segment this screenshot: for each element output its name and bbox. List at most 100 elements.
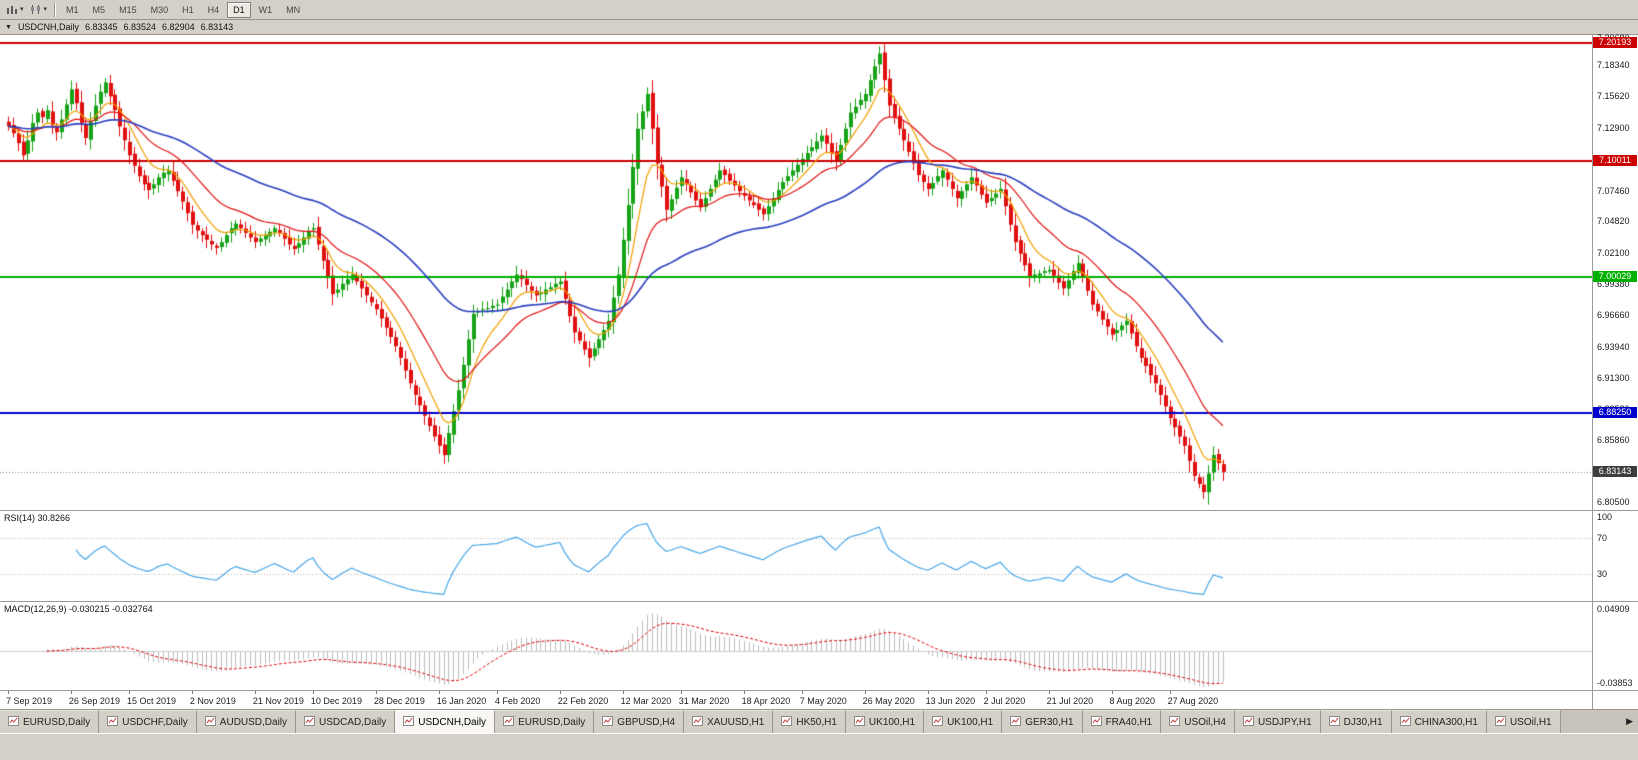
chart-tab-usoil-h4[interactable]: USOil,H4 bbox=[1161, 710, 1235, 734]
price-tick: 7.04820 bbox=[1597, 216, 1630, 227]
chart-tab-xauusd-h1[interactable]: XAUUSD,H1 bbox=[684, 710, 774, 734]
date-tick bbox=[129, 691, 130, 694]
timeframe-button-m1[interactable]: M1 bbox=[66, 4, 79, 15]
date-label: 4 Feb 2020 bbox=[494, 696, 541, 706]
macd-tick: -0.03853 bbox=[1597, 677, 1633, 688]
chart-tab-china300-h1[interactable]: CHINA300,H1 bbox=[1391, 710, 1487, 734]
timeframe-button-m15[interactable]: M15 bbox=[119, 4, 137, 15]
price-tick: 6.91300 bbox=[1597, 372, 1630, 383]
ohlc-close: 6.83143 bbox=[200, 22, 234, 32]
date-label: 16 Jan 2020 bbox=[436, 696, 487, 706]
price-chart-canvas[interactable] bbox=[0, 35, 1592, 510]
chart-symbol-label: USDCNH,Daily bbox=[17, 22, 79, 32]
chart-tab-hk50-h1[interactable]: HK50,H1 bbox=[773, 710, 846, 734]
chart-tab-usdcad-daily[interactable]: USDCAD,Daily bbox=[296, 710, 396, 734]
chart-tab-gbpusd-h4[interactable]: GBPUSD,H4 bbox=[594, 710, 685, 734]
chart-tab-label: USDCHF,Daily bbox=[122, 717, 188, 728]
chart-tab-eurusd-daily[interactable]: EURUSD,Daily bbox=[495, 710, 595, 734]
rsi-tick: 100 bbox=[1597, 512, 1613, 522]
date-axis: 7 Sep 2019 26 Sep 2019 15 Oct 2019 2 Nov 20… bbox=[0, 691, 1638, 709]
timeframe-button-m30[interactable]: M30 bbox=[150, 4, 169, 15]
panel-divider[interactable] bbox=[0, 601, 1638, 602]
chart-tab-usdchf-daily[interactable]: USDCHF,Daily bbox=[99, 710, 197, 734]
price-tick: 6.93940 bbox=[1597, 341, 1630, 352]
chart-tab-icon bbox=[1169, 716, 1181, 729]
chart-tab-fra40-h1[interactable]: FRA40,H1 bbox=[1082, 710, 1162, 734]
chart-tab-icon bbox=[403, 716, 415, 729]
rsi-canvas[interactable] bbox=[0, 511, 1592, 601]
chart-tab-label: USDCNH,Daily bbox=[418, 717, 487, 728]
chart-tab-bar: EURUSD,Daily USDCHF,Daily AUDUSD,Daily USDC… bbox=[0, 709, 1638, 734]
date-tick bbox=[1169, 691, 1171, 694]
chart-tab-label: FRA40,H1 bbox=[1105, 717, 1153, 728]
chart-tab-usdcnh-daily[interactable]: USDCNH,Daily bbox=[395, 710, 496, 734]
macd-label: MACD(12,26,9) -0.030215 -0.032764 bbox=[4, 604, 153, 614]
date-label: 21 Jul 2020 bbox=[1046, 696, 1094, 706]
chart-tab-uk100-h1[interactable]: UK100,H1 bbox=[845, 710, 925, 734]
panel-divider[interactable] bbox=[0, 510, 1638, 511]
price-tick: 6.96660 bbox=[1597, 310, 1630, 321]
date-tick bbox=[559, 691, 561, 694]
chart-tab-usdjpy-h1[interactable]: USDJPY,H1 bbox=[1234, 710, 1321, 734]
status-bar bbox=[0, 733, 1638, 760]
chart-tab-uk100-h1[interactable]: UK100,H1 bbox=[924, 710, 1003, 734]
ohlc-high: 6.83524 bbox=[123, 22, 157, 32]
timeframe-button-m5[interactable]: M5 bbox=[92, 4, 106, 15]
chart-tab-audusd-daily[interactable]: AUDUSD,Daily bbox=[196, 710, 297, 734]
price-tick: 7.18340 bbox=[1597, 59, 1630, 70]
date-tick bbox=[8, 691, 9, 694]
chart-tab-icon bbox=[8, 716, 19, 729]
timeframe-button-h1[interactable]: H1 bbox=[182, 4, 194, 15]
chart-tab-label: GER30,H1 bbox=[1025, 717, 1074, 728]
chart-tab-ger30-h1[interactable]: GER30,H1 bbox=[1002, 710, 1083, 734]
rsi-label: RSI(14) 30.8266 bbox=[4, 513, 71, 523]
macd-canvas[interactable] bbox=[0, 602, 1592, 690]
chart-type-button[interactable]: ▾ bbox=[27, 3, 51, 16]
date-tick bbox=[801, 691, 803, 694]
chart-tab-dj30-h1[interactable]: DJ30,H1 bbox=[1320, 710, 1392, 734]
date-tick bbox=[70, 691, 72, 694]
chart-tab-icon bbox=[932, 716, 944, 729]
date-labels: 7 Sep 2019 26 Sep 2019 15 Oct 2019 2 Nov 20… bbox=[0, 691, 1638, 709]
timeframe-button-h4[interactable]: H4 bbox=[207, 4, 220, 15]
price-level-badge: 7.10011 bbox=[1593, 154, 1637, 166]
chart-tab-icon bbox=[1090, 716, 1102, 729]
chart-tab-icon bbox=[853, 716, 865, 729]
chart-tab-icon bbox=[204, 716, 216, 729]
date-label: 31 Mar 2020 bbox=[678, 696, 730, 706]
date-label: 22 Feb 2020 bbox=[557, 696, 609, 706]
chart-tab-label: AUDUSD,Daily bbox=[219, 717, 288, 728]
date-label: 2 Jul 2020 bbox=[983, 696, 1026, 706]
date-label: 27 Aug 2020 bbox=[1167, 696, 1219, 706]
date-label: 26 Sep 2019 bbox=[68, 696, 120, 706]
rsi-axis: 100 70 30 bbox=[1592, 511, 1638, 601]
chart-tab-usoil-h1[interactable]: USOil,H1 bbox=[1486, 710, 1561, 734]
date-label: 7 May 2020 bbox=[799, 696, 847, 706]
chart-tab-icon bbox=[1328, 716, 1340, 729]
chevron-down-icon: ▾ bbox=[20, 5, 24, 13]
date-label: 8 Aug 2020 bbox=[1109, 696, 1156, 706]
chart-tab-label: GBPUSD,H4 bbox=[617, 717, 676, 728]
timeframe-button-d1[interactable]: D1 bbox=[227, 1, 251, 18]
ohlc-open: 6.83345 bbox=[84, 22, 118, 32]
collapse-chart-icon[interactable]: ▼ bbox=[5, 23, 12, 31]
candlestick-icon bbox=[30, 5, 40, 14]
tab-scroll-right-button[interactable]: ▶ bbox=[1626, 716, 1633, 726]
chart-tab-label: USDJPY,H1 bbox=[1257, 717, 1312, 728]
ohlc-low: 6.82904 bbox=[162, 22, 195, 32]
chart-window-button[interactable]: ▾ bbox=[3, 3, 27, 16]
toolbar-separator bbox=[54, 2, 56, 17]
price-tick: 7.07460 bbox=[1597, 185, 1630, 196]
timeframe-button-mn[interactable]: MN bbox=[286, 4, 301, 15]
chart-tab-eurusd-daily[interactable]: EURUSD,Daily bbox=[0, 710, 100, 734]
price-tick: 6.85860 bbox=[1597, 435, 1630, 446]
price-tick: 6.80500 bbox=[1597, 497, 1630, 508]
timeframe-button-w1[interactable]: W1 bbox=[258, 4, 273, 15]
timeframe-toolbar: ▾ ▾ M1 M5 M15 M30 H1 H4 D1 W1 MN bbox=[0, 0, 1638, 20]
rsi-tick: 70 bbox=[1597, 533, 1608, 543]
bar-chart-icon bbox=[7, 6, 17, 14]
timeframe-buttons: M1 M5 M15 M30 H1 H4 D1 W1 MN bbox=[59, 1, 307, 18]
rsi-panel: RSI(14) 30.8266 100 70 30 bbox=[0, 511, 1638, 601]
chart-tab-label: USOil,H1 bbox=[1509, 717, 1552, 728]
date-tick bbox=[680, 691, 682, 694]
